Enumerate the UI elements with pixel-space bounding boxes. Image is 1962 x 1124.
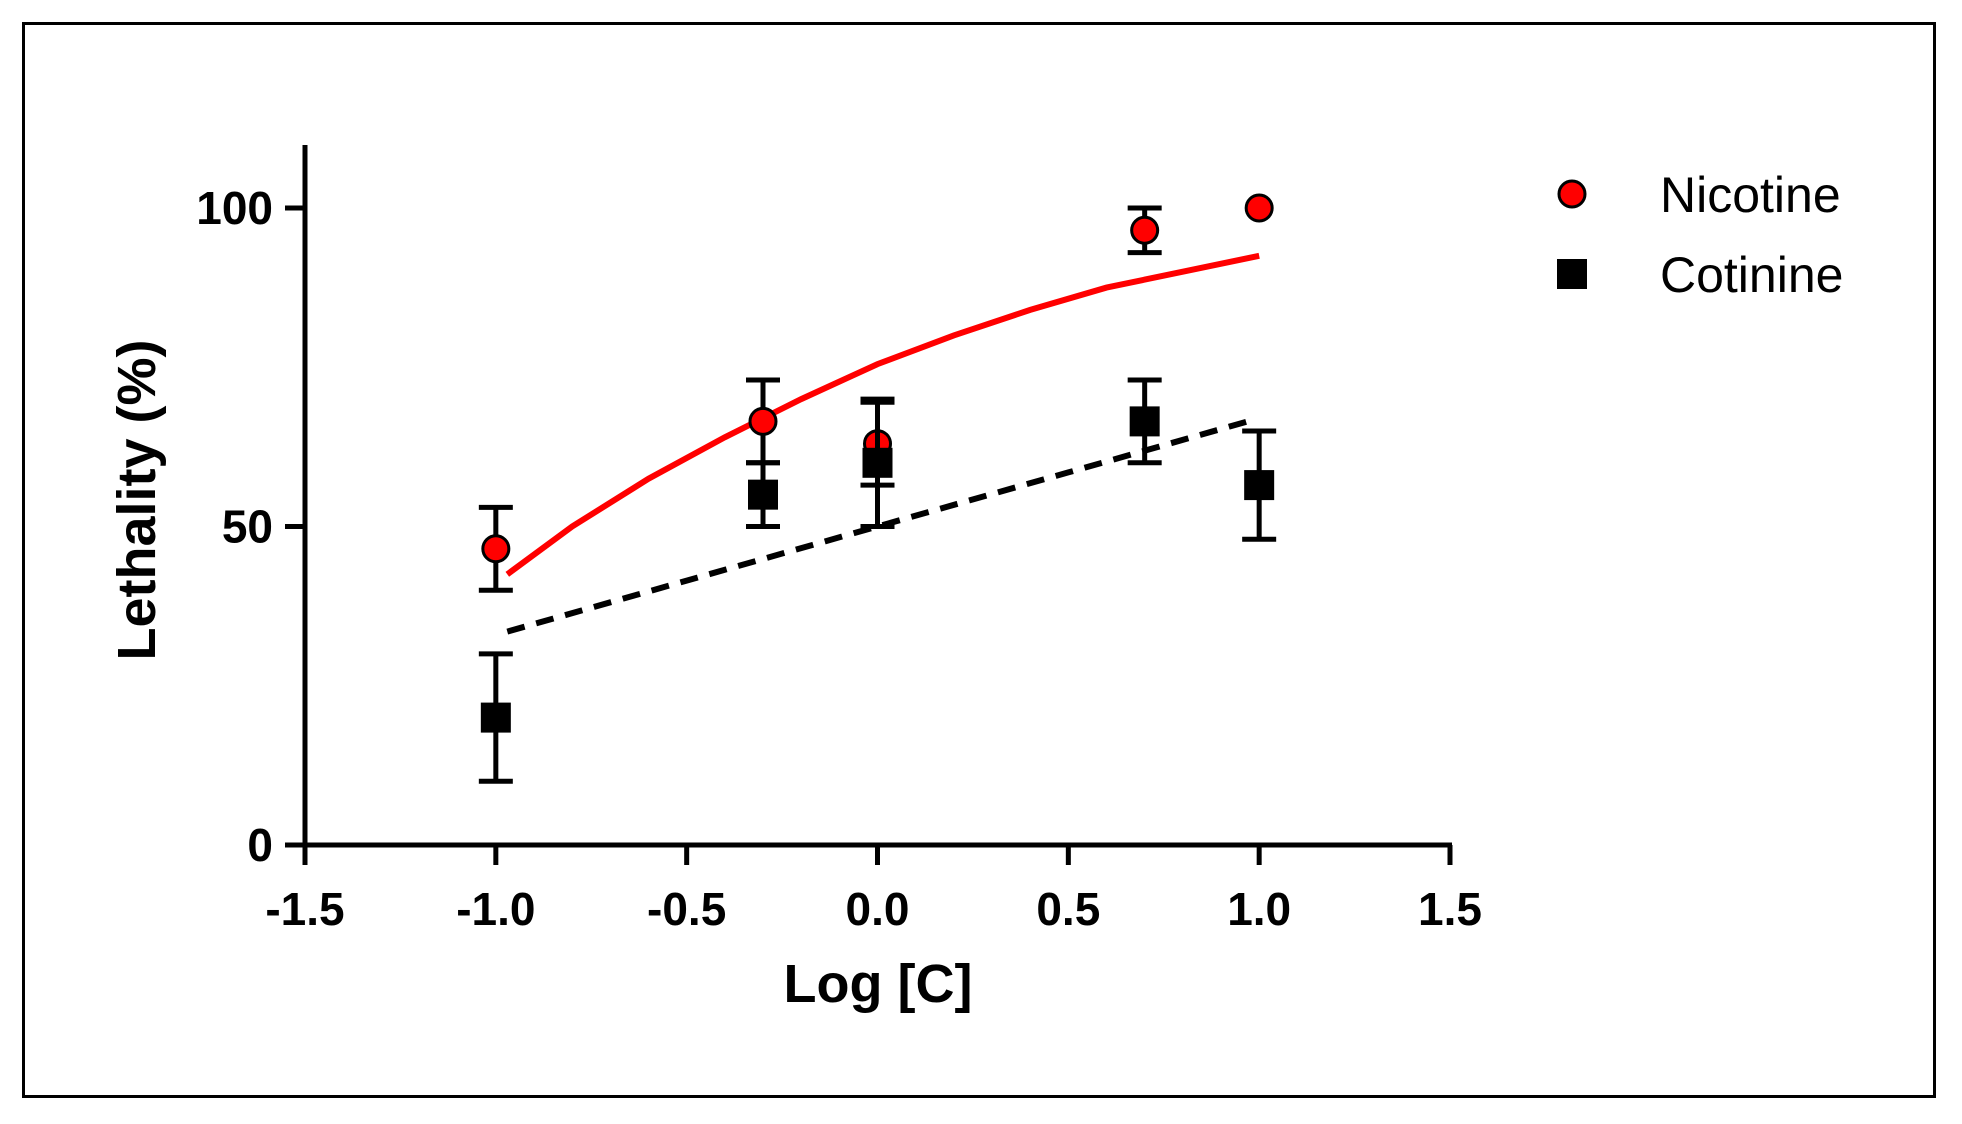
figure-frame [22,22,1936,1098]
x-axis-title: Log [C] [784,954,973,1014]
x-tick-label: 1.0 [1227,883,1291,935]
x-tick-label: -1.5 [265,883,344,935]
legend-cotinine-marker [1557,259,1587,289]
fit-curves [505,252,1260,635]
legend: Nicotine Cotinine [1557,167,1843,303]
y-tick-label: 0 [247,819,273,871]
cotinine-point [748,479,778,510]
nicotine-point [481,534,511,564]
cotinine-point [1129,406,1160,437]
axes: -1.5 -1.0 -0.5 0.0 0.5 1.0 1.5 0 50 100 [196,145,1482,935]
cotinine-point [862,447,893,478]
cotinine-fit-line [506,418,1249,635]
y-axis-title: Lethality (%) [107,339,167,660]
x-tick-label: -0.5 [647,883,726,935]
legend-nicotine-label: Nicotine [1660,167,1841,223]
x-tick-label: 0.0 [846,883,910,935]
x-tick-label: 1.5 [1418,883,1482,935]
y-tick-label: 50 [222,501,273,553]
legend-nicotine-marker [1557,179,1587,209]
cotinine-point [480,702,511,733]
data-points [478,193,1277,784]
cotinine-point [1244,470,1275,501]
x-tick-label: 0.5 [1036,883,1100,935]
legend-cotinine-label: Cotinine [1660,247,1843,303]
x-tick-label: -1.0 [456,883,535,935]
y-tick-label: 100 [196,182,273,234]
nicotine-point [1130,215,1160,245]
nicotine-fit-line [505,252,1260,577]
nicotine-point [748,406,778,436]
nicotine-point [1244,193,1274,223]
